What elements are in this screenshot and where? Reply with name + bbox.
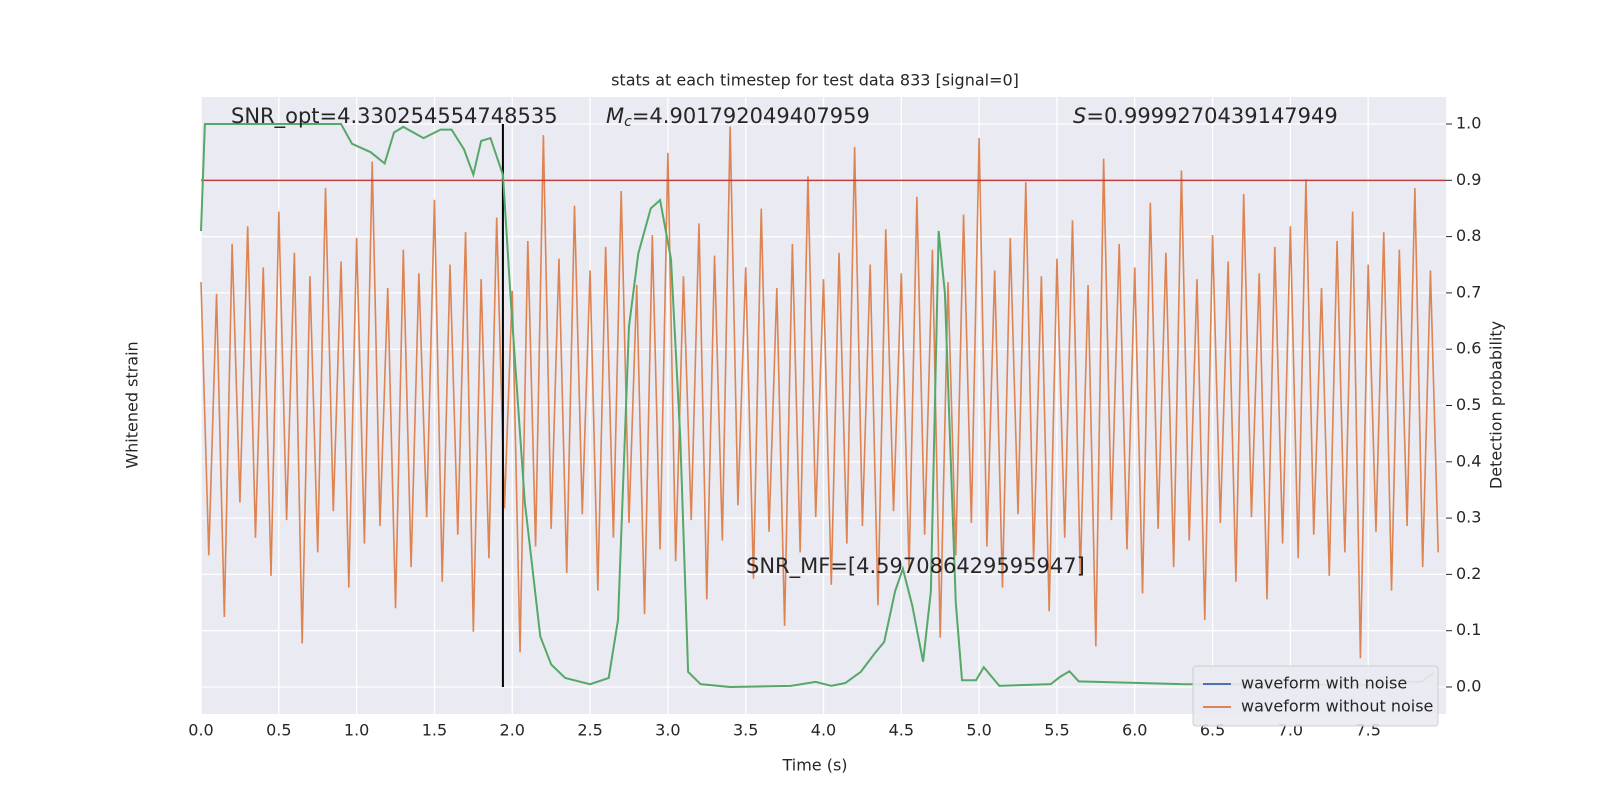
chart-title: stats at each timestep for test data 833…	[611, 71, 1019, 90]
legend-box	[1192, 665, 1439, 727]
annotation: S=0.9999270439147949	[1073, 104, 1338, 128]
annotation: Mc=4.901792049407959	[606, 104, 870, 130]
probability-line	[200, 123, 1435, 688]
y2-tick-label: 0.5	[1456, 395, 1481, 414]
y2-tick-label: 0.8	[1456, 226, 1481, 245]
y-axis-label: Whitened strain	[123, 341, 142, 468]
strain-line	[200, 126, 1440, 659]
annotation: SNR_opt=4.330254554748535	[231, 104, 558, 129]
annotation-subscript: c	[624, 114, 632, 130]
x-tick-label: 5.0	[966, 721, 991, 740]
y2-tick-label: 0.1	[1456, 620, 1481, 639]
x-tick-label: 3.0	[655, 721, 680, 740]
annotation-text: =4.901792049407959	[632, 104, 870, 128]
y2-tick-label: 0.2	[1456, 564, 1481, 583]
x-tick-label: 4.5	[889, 721, 914, 740]
x-tick-label: 5.5	[1044, 721, 1069, 740]
annotation-symbol: S	[1073, 104, 1086, 128]
annotation: SNR_MF=[4.597086429595947]	[746, 554, 1085, 579]
y2-tick-label: 0.7	[1456, 282, 1481, 301]
annotation-text: SNR_opt=4.330254554748535	[231, 104, 558, 129]
x-tick-label: 1.5	[422, 721, 447, 740]
legend-label: waveform without noise	[1241, 697, 1433, 716]
x-tick-label: 3.5	[733, 721, 758, 740]
y2-tick-label: 0.6	[1456, 339, 1481, 358]
annotation-text: =0.9999270439147949	[1086, 104, 1337, 128]
x-tick-label: 2.0	[500, 721, 525, 740]
y2-tick-label: 0.9	[1456, 170, 1481, 189]
x-tick-label: 6.0	[1122, 721, 1147, 740]
x-tick-label: 1.0	[344, 721, 369, 740]
y2-axis-label: Detection probability	[1487, 321, 1506, 489]
x-tick-label: 0.5	[266, 721, 291, 740]
x-tick-label: 2.5	[577, 721, 602, 740]
x-tick-label: 4.0	[811, 721, 836, 740]
x-axis-label: Time (s)	[781, 756, 847, 775]
y2-tick-label: 0.4	[1456, 451, 1481, 470]
annotation-text: SNR_MF=[4.597086429595947]	[746, 554, 1085, 579]
y2-tick-label: 1.0	[1456, 114, 1481, 133]
legend-label: waveform with noise	[1241, 674, 1407, 693]
y2-tick-label: 0.0	[1456, 676, 1481, 695]
x-tick-label: 0.0	[188, 721, 213, 740]
annotation-symbol: M	[606, 104, 624, 128]
y2-tick-label: 0.3	[1456, 508, 1481, 527]
